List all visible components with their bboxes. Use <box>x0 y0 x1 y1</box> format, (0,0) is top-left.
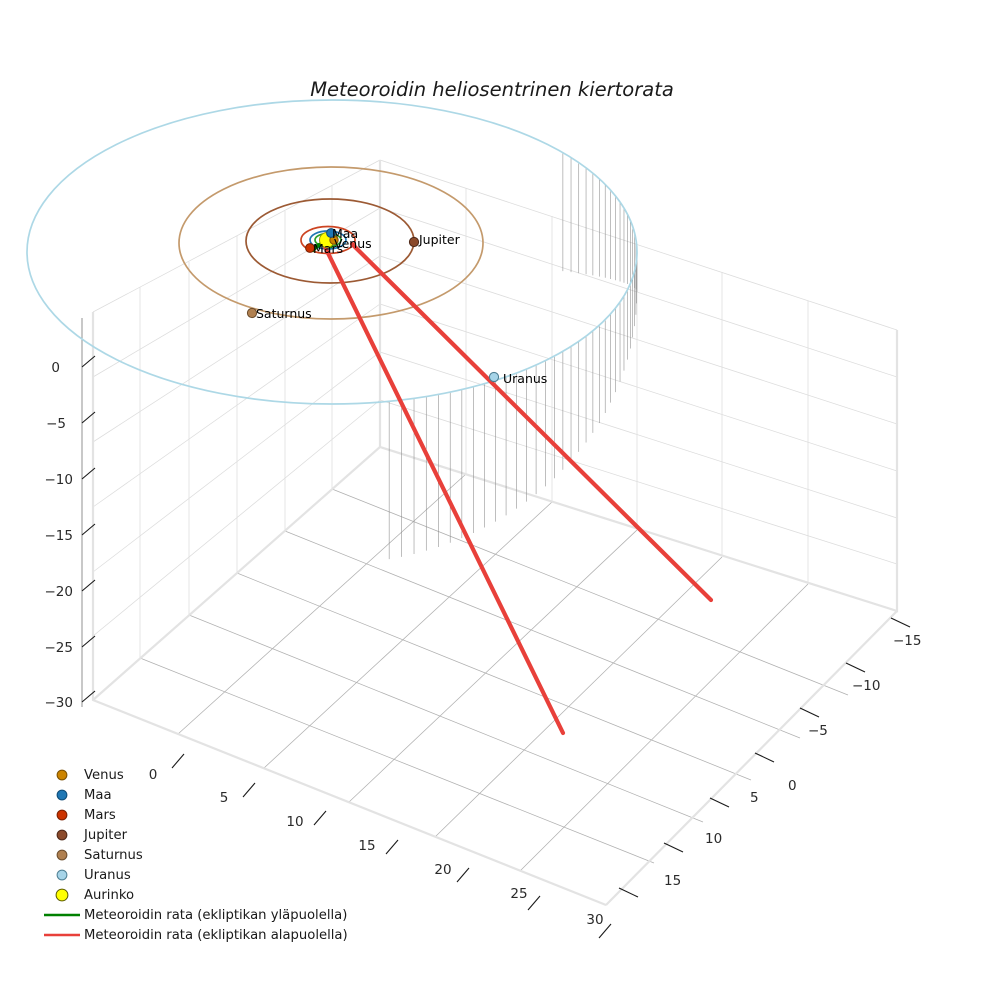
legend-label: Uranus <box>84 868 131 883</box>
orbit-saturnus <box>178 166 484 320</box>
x-axis: 0 5 10 15 20 25 30 <box>149 753 612 939</box>
x-tick-label: 25 <box>510 886 527 902</box>
planet-label-venus: Venus <box>334 236 372 251</box>
legend-item-uranus[interactable]: Uranus <box>56 868 131 883</box>
legend-item-mars[interactable]: Mars <box>56 808 116 823</box>
z-tick-label: −10 <box>45 472 74 488</box>
legend: Venus Maa Mars Jupiter Saturnus Uranus Aurinko… <box>44 768 348 943</box>
legend-label: Saturnus <box>84 848 143 863</box>
legend-item-maa[interactable]: Maa <box>56 788 112 803</box>
planet-label-saturnus: Saturnus <box>256 306 312 321</box>
y-tick-labels: −15 −10 −5 0 5 10 15 <box>664 633 922 889</box>
orbit-uranus <box>26 99 638 405</box>
legend-item-venus[interactable]: Venus <box>56 768 124 783</box>
x-tick-label: 30 <box>586 912 603 928</box>
planet-markers: Saturnus Jupiter Uranus Maa Venus Mars <box>246 226 547 386</box>
marker-maa <box>326 228 336 238</box>
axes-box-edges <box>91 160 899 907</box>
x-tick-label: 15 <box>358 838 375 854</box>
legend-marker-saturnus <box>56 849 68 861</box>
legend-marker-mars <box>56 809 68 821</box>
y-tick-label: −5 <box>808 723 828 739</box>
y-axis: −15 −10 −5 0 5 10 15 <box>618 617 922 898</box>
z-tick-labels: 0 −5 −10 −15 −20 −25 −30 <box>45 360 74 711</box>
marker-mars <box>305 243 315 253</box>
legend-label: Mars <box>84 808 116 823</box>
x-tick-label: 20 <box>434 862 451 878</box>
legend-label: Aurinko <box>84 888 134 903</box>
legend-marker-jupiter <box>56 829 68 841</box>
legend-marker-aurinko <box>55 888 69 902</box>
z-tick-label: 0 <box>51 360 60 376</box>
y-tick-label: 10 <box>705 831 722 847</box>
legend-label: Jupiter <box>83 828 128 843</box>
planet-label-jupiter: Jupiter <box>418 232 461 247</box>
x-tick-label: 0 <box>149 767 158 783</box>
z-tick-label: −30 <box>45 695 74 711</box>
marker-uranus <box>488 371 500 383</box>
x-tick-labels: 0 5 10 15 20 25 30 <box>149 767 604 928</box>
legend-item-aurinko[interactable]: Aurinko <box>55 888 134 903</box>
legend-marker-maa <box>56 789 68 801</box>
z-tick-label: −20 <box>45 584 74 600</box>
legend-label: Maa <box>84 788 112 803</box>
z-axis: 0 −5 −10 −15 −20 −25 −30 <box>45 318 96 711</box>
legend-marker-venus <box>56 769 68 781</box>
meteoroid-track-below-a <box>322 244 566 736</box>
x-tick-label: 5 <box>220 790 229 806</box>
legend-label: Venus <box>84 768 124 783</box>
z-tick-label: −5 <box>46 416 66 432</box>
page-title: Meteoroidin heliosentrinen kiertorata <box>310 78 674 101</box>
y-tick-label: 15 <box>664 873 681 889</box>
planet-label-maa: Maa <box>332 226 358 241</box>
legend-item-jupiter[interactable]: Jupiter <box>56 828 128 843</box>
planet-label-mars: Mars <box>313 241 343 256</box>
z-tick-label: −25 <box>45 640 74 656</box>
z-tick-label: −15 <box>45 528 74 544</box>
legend-item-meteoroidin-rata-ekliptikan-yl-puolella[interactable]: Meteoroidin rata (ekliptikan yläpuolella… <box>44 908 347 923</box>
legend-label: Meteoroidin rata (ekliptikan yläpuolella… <box>84 908 347 923</box>
legend-label: Meteoroidin rata (ekliptikan alapuolella… <box>84 928 348 943</box>
marker-jupiter <box>408 236 420 248</box>
meteoroid-track-below-b <box>349 241 714 603</box>
x-tick-label: 10 <box>286 814 303 830</box>
planet-orbits <box>26 99 638 405</box>
axes-panes <box>93 160 897 905</box>
y-tick-label: −10 <box>852 678 881 694</box>
y-tick-label: 5 <box>750 790 759 806</box>
marker-saturnus <box>246 307 258 319</box>
planet-label-uranus: Uranus <box>503 371 547 386</box>
legend-marker-uranus <box>56 869 68 881</box>
y-tick-label: 0 <box>788 778 797 794</box>
legend-item-saturnus[interactable]: Saturnus <box>56 848 143 863</box>
legend-item-meteoroidin-rata-ekliptikan-alapuolella[interactable]: Meteoroidin rata (ekliptikan alapuolella… <box>44 928 348 943</box>
y-tick-label: −15 <box>893 633 922 649</box>
orbit-stem-lines <box>388 152 638 560</box>
